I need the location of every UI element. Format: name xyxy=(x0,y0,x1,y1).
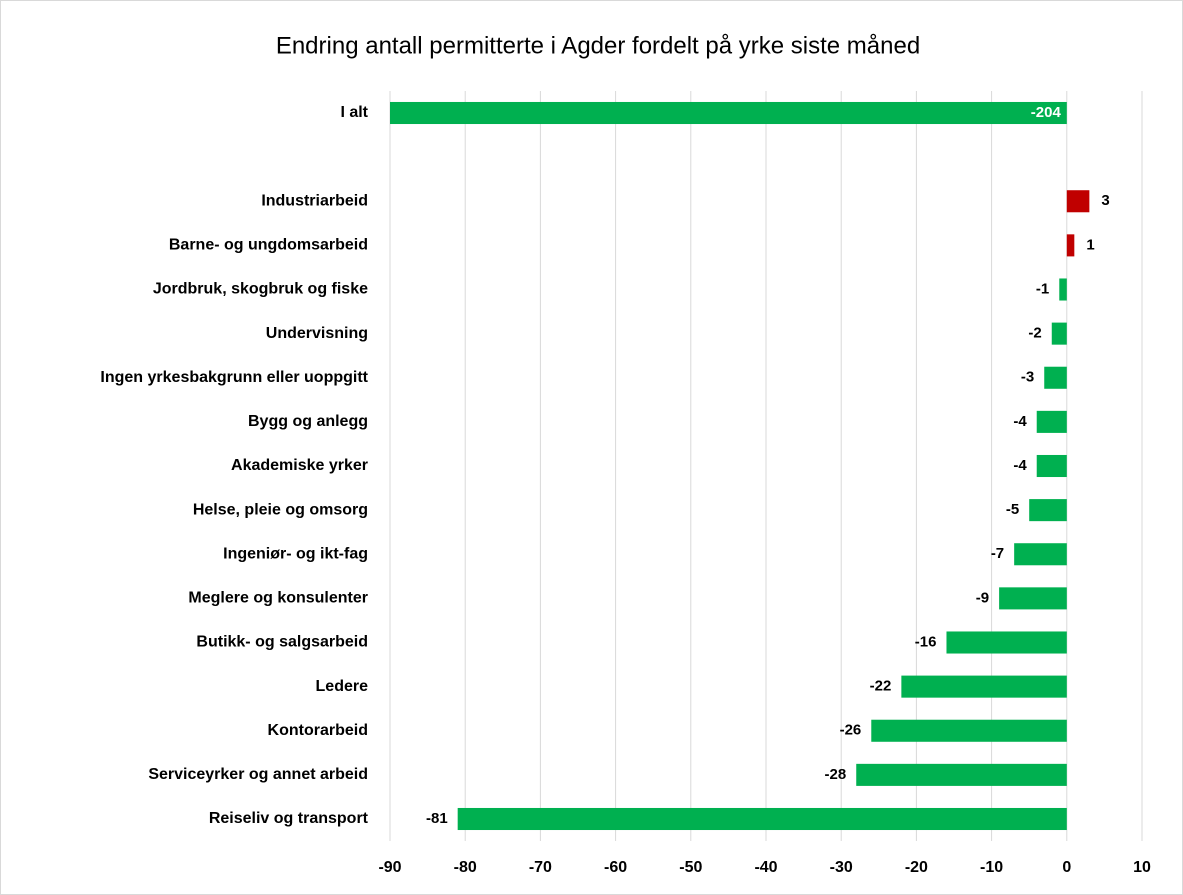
data-label: -28 xyxy=(825,766,847,783)
bar xyxy=(1036,410,1067,433)
data-label: -5 xyxy=(1006,501,1019,518)
x-tick-label: -20 xyxy=(905,859,928,876)
y-tick-label: Helse, pleie og omsorg xyxy=(193,501,368,518)
data-label: -4 xyxy=(1013,413,1027,430)
data-label: 1 xyxy=(1086,236,1094,253)
y-tick-label: Bygg og anlegg xyxy=(248,413,368,430)
bar xyxy=(1029,499,1067,522)
y-tick-label: Barne- og ungdomsarbeid xyxy=(169,237,368,254)
y-tick-label: Serviceyrker og annet arbeid xyxy=(148,766,368,783)
x-tick-label: -30 xyxy=(830,859,853,876)
x-tick-label: -10 xyxy=(980,859,1003,876)
data-label: -7 xyxy=(991,545,1004,562)
y-tick-label: Kontorarbeid xyxy=(268,722,368,739)
y-tick-label: Butikk- og salgsarbeid xyxy=(196,634,368,651)
data-label: -22 xyxy=(870,678,892,695)
data-label: -204 xyxy=(1031,104,1062,121)
y-tick-label: I alt xyxy=(340,104,368,121)
x-tick-label: -80 xyxy=(454,859,477,876)
y-tick-label: Industriarbeid xyxy=(261,192,368,209)
bar xyxy=(1014,543,1067,566)
data-label: -2 xyxy=(1028,325,1041,342)
bar xyxy=(901,675,1067,698)
y-tick-label: Jordbruk, skogbruk og fiske xyxy=(153,281,368,298)
y-tick-label: Reiseliv og transport xyxy=(209,810,369,827)
bar xyxy=(856,763,1067,786)
bar xyxy=(946,631,1067,654)
data-label: -3 xyxy=(1021,369,1034,386)
x-tick-label: -60 xyxy=(604,859,627,876)
y-tick-label: Ledere xyxy=(316,678,369,695)
bar xyxy=(999,587,1067,610)
chart-title: Endring antall permitterte i Agder forde… xyxy=(276,32,920,59)
bar xyxy=(457,807,1067,831)
bar xyxy=(1066,190,1090,213)
y-tick-label: Ingeniør- og ikt-fag xyxy=(223,545,368,562)
x-tick-label: -50 xyxy=(679,859,702,876)
y-tick-label: Meglere og konsulenter xyxy=(188,590,368,607)
bar xyxy=(1051,322,1067,345)
y-tick-label: Undervisning xyxy=(266,325,368,342)
bar xyxy=(871,719,1067,742)
bar xyxy=(390,101,1067,125)
y-tick-label: Ingen yrkesbakgrunn eller uoppgitt xyxy=(100,369,368,386)
data-label: -4 xyxy=(1013,457,1027,474)
x-tick-label: 10 xyxy=(1133,859,1151,876)
data-label: 3 xyxy=(1101,192,1109,209)
x-tick-label: 0 xyxy=(1062,859,1071,876)
data-label: -16 xyxy=(915,633,937,650)
bar xyxy=(1066,234,1075,257)
x-tick-label: -90 xyxy=(378,859,401,876)
x-tick-label: -40 xyxy=(754,859,777,876)
y-tick-label: Akademiske yrker xyxy=(231,457,368,474)
bar xyxy=(1059,278,1067,301)
data-label: -1 xyxy=(1036,280,1049,297)
x-tick-label: -70 xyxy=(529,859,552,876)
bar xyxy=(1044,366,1067,389)
bar xyxy=(1036,454,1067,478)
data-label: -81 xyxy=(426,810,448,827)
data-label: -26 xyxy=(840,722,862,739)
data-label: -9 xyxy=(976,589,989,606)
